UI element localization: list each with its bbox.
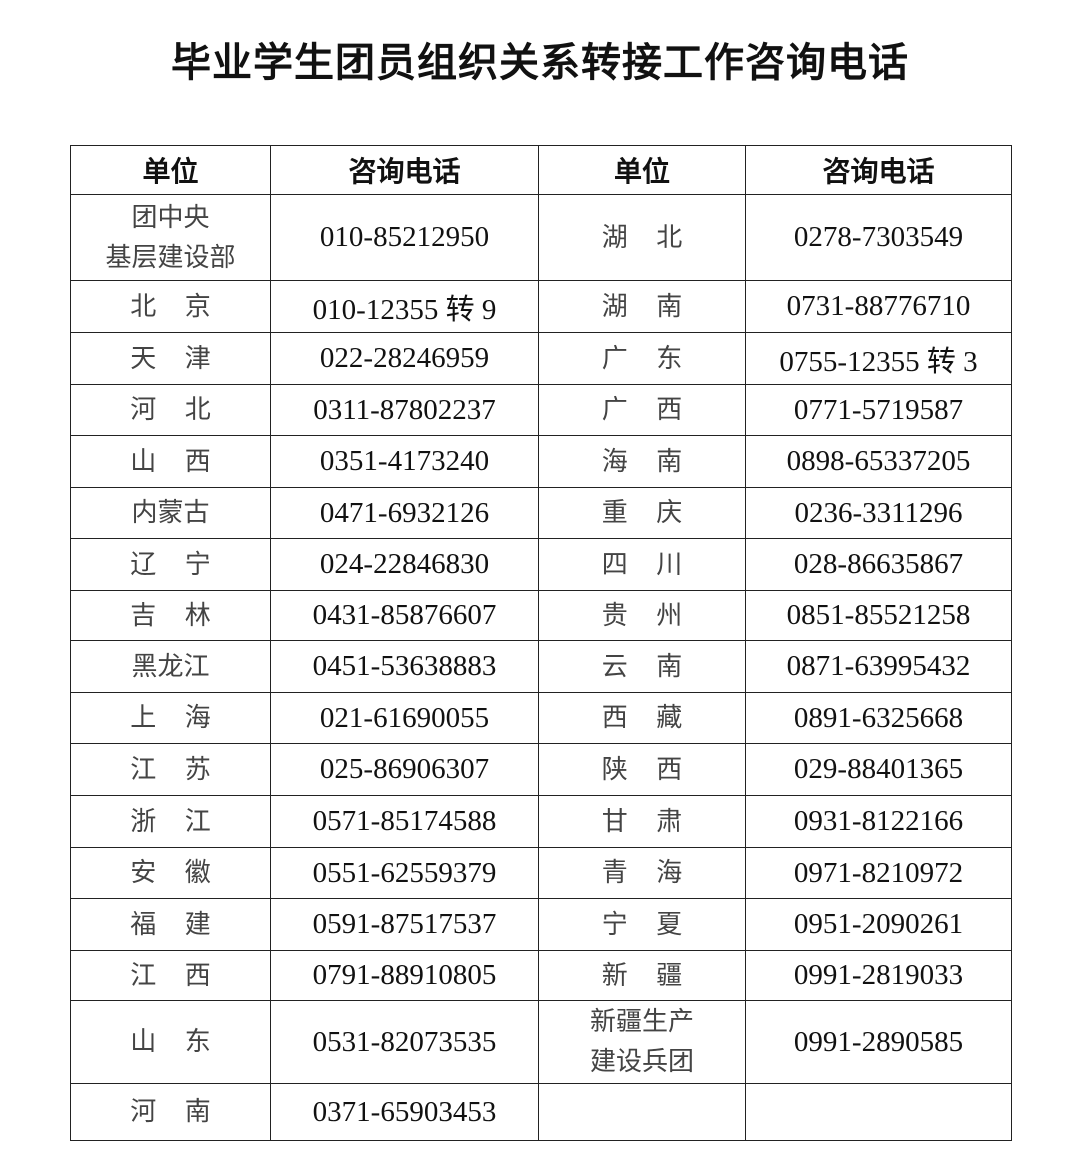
unit-right-cell: 甘肃 [538,795,746,848]
phone-left-cell: 0311-87802237 [270,384,539,436]
phone-left-cell: 0351-4173240 [270,435,539,488]
table-row: 北京 010-12355 转 9 湖南 0731-88776710 [70,280,1012,333]
unit-left-cell: 辽宁 [70,538,271,591]
phone-right-cell: 0851-85521258 [745,590,1012,641]
table-row: 山西 0351-4173240 海南 0898-65337205 [70,435,1012,488]
phone-right-cell: 0871-63995432 [745,640,1012,693]
unit-right-cell: 贵州 [538,590,746,641]
unit-left-cell: 吉林 [70,590,271,641]
unit-right-cell: 湖北 [538,194,746,281]
table-row: 黑龙江 0451-53638883 云南 0871-63995432 [70,640,1012,693]
table-row: 江苏 025-86906307 陕西 029-88401365 [70,743,1012,796]
header-unit-left: 单位 [70,145,271,195]
phone-right-cell: 0951-2090261 [745,898,1012,951]
table-row: 天津 022-28246959 广东 0755-12355 转 3 [70,332,1012,385]
phone-right-cell: 0891-6325668 [745,692,1012,744]
phone-left-cell: 0571-85174588 [270,795,539,848]
unit-right-cell: 西藏 [538,692,746,744]
phone-right-cell: 029-88401365 [745,743,1012,796]
phone-left-cell: 010-85212950 [270,194,539,281]
unit-right-cell: 重庆 [538,487,746,539]
table-row: 山东 0531-82073535 新疆生产 建设兵团 0991-2890585 [70,1000,1012,1084]
unit-left-cell: 浙江 [70,795,271,848]
phone-right-cell: 0931-8122166 [745,795,1012,848]
phone-right-cell: 0898-65337205 [745,435,1012,488]
phone-left-cell: 0371-65903453 [270,1083,539,1141]
unit-right-cell: 海南 [538,435,746,488]
unit-left-cell: 山东 [70,1000,271,1084]
phone-left-cell: 010-12355 转 9 [270,280,539,333]
phone-right-cell: 0236-3311296 [745,487,1012,539]
table-row: 福建 0591-87517537 宁夏 0951-2090261 [70,898,1012,951]
unit-left-cell: 安徽 [70,847,271,899]
unit-right-cell: 陕西 [538,743,746,796]
unit-left-cell: 江苏 [70,743,271,796]
phone-right-cell: 0731-88776710 [745,280,1012,333]
phone-right-cell: 0991-2890585 [745,1000,1012,1084]
phone-left-cell: 0431-85876607 [270,590,539,641]
unit-right-cell: 宁夏 [538,898,746,951]
unit-left-cell: 江西 [70,950,271,1001]
phone-right-cell: 028-86635867 [745,538,1012,591]
table-row: 吉林 0431-85876607 贵州 0851-85521258 [70,590,1012,641]
phone-right-cell [745,1083,1012,1141]
table-row: 河北 0311-87802237 广西 0771-5719587 [70,384,1012,436]
phone-left-cell: 0451-53638883 [270,640,539,693]
unit-left-cell: 河北 [70,384,271,436]
header-unit-right: 单位 [538,145,746,195]
phone-left-cell: 0591-87517537 [270,898,539,951]
header-phone-left: 咨询电话 [270,145,539,195]
phone-right-cell: 0991-2819033 [745,950,1012,1001]
contact-table: 单位 咨询电话 单位 咨询电话 团中央 基层建设部 010-85212950 湖北 02… [70,145,1012,1141]
unit-left-cell: 天津 [70,332,271,385]
phone-left-cell: 025-86906307 [270,743,539,796]
phone-left-cell: 0791-88910805 [270,950,539,1001]
table-row: 浙江 0571-85174588 甘肃 0931-8122166 [70,795,1012,848]
unit-right-cell: 青海 [538,847,746,899]
unit-right-cell: 新疆 [538,950,746,1001]
page-title: 毕业学生团员组织关系转接工作咨询电话 [171,39,909,86]
phone-left-cell: 0531-82073535 [270,1000,539,1084]
unit-right-cell: 广东 [538,332,746,385]
table-row: 内蒙古 0471-6932126 重庆 0236-3311296 [70,487,1012,539]
phone-right-cell: 0971-8210972 [745,847,1012,899]
phone-right-cell: 0771-5719587 [745,384,1012,436]
phone-right-cell: 0278-7303549 [745,194,1012,281]
unit-right-cell: 湖南 [538,280,746,333]
unit-left-cell: 黑龙江 [70,640,271,693]
unit-right-cell: 广西 [538,384,746,436]
unit-left-cell: 福建 [70,898,271,951]
phone-left-cell: 0471-6932126 [270,487,539,539]
table-row: 江西 0791-88910805 新疆 0991-2819033 [70,950,1012,1001]
table-row: 河南 0371-65903453 [70,1083,1012,1141]
unit-left-cell: 河南 [70,1083,271,1141]
table-header-row: 单位 咨询电话 单位 咨询电话 [70,145,1012,195]
table-row: 上海 021-61690055 西藏 0891-6325668 [70,692,1012,744]
unit-left-cell: 上海 [70,692,271,744]
phone-left-cell: 0551-62559379 [270,847,539,899]
phone-left-cell: 022-28246959 [270,332,539,385]
table-row: 辽宁 024-22846830 四川 028-86635867 [70,538,1012,591]
phone-left-cell: 024-22846830 [270,538,539,591]
table-row: 安徽 0551-62559379 青海 0971-8210972 [70,847,1012,899]
table-row: 团中央 基层建设部 010-85212950 湖北 0278-7303549 [70,194,1012,281]
unit-right-cell: 云南 [538,640,746,693]
phone-right-cell: 0755-12355 转 3 [745,332,1012,385]
unit-left-cell: 内蒙古 [70,487,271,539]
unit-right-cell: 四川 [538,538,746,591]
header-phone-right: 咨询电话 [745,145,1012,195]
unit-left-cell: 团中央 基层建设部 [70,194,271,281]
phone-left-cell: 021-61690055 [270,692,539,744]
unit-left-cell: 北京 [70,280,271,333]
unit-left-cell: 山西 [70,435,271,488]
unit-right-cell: 新疆生产 建设兵团 [538,1000,746,1084]
unit-right-cell [538,1083,746,1141]
